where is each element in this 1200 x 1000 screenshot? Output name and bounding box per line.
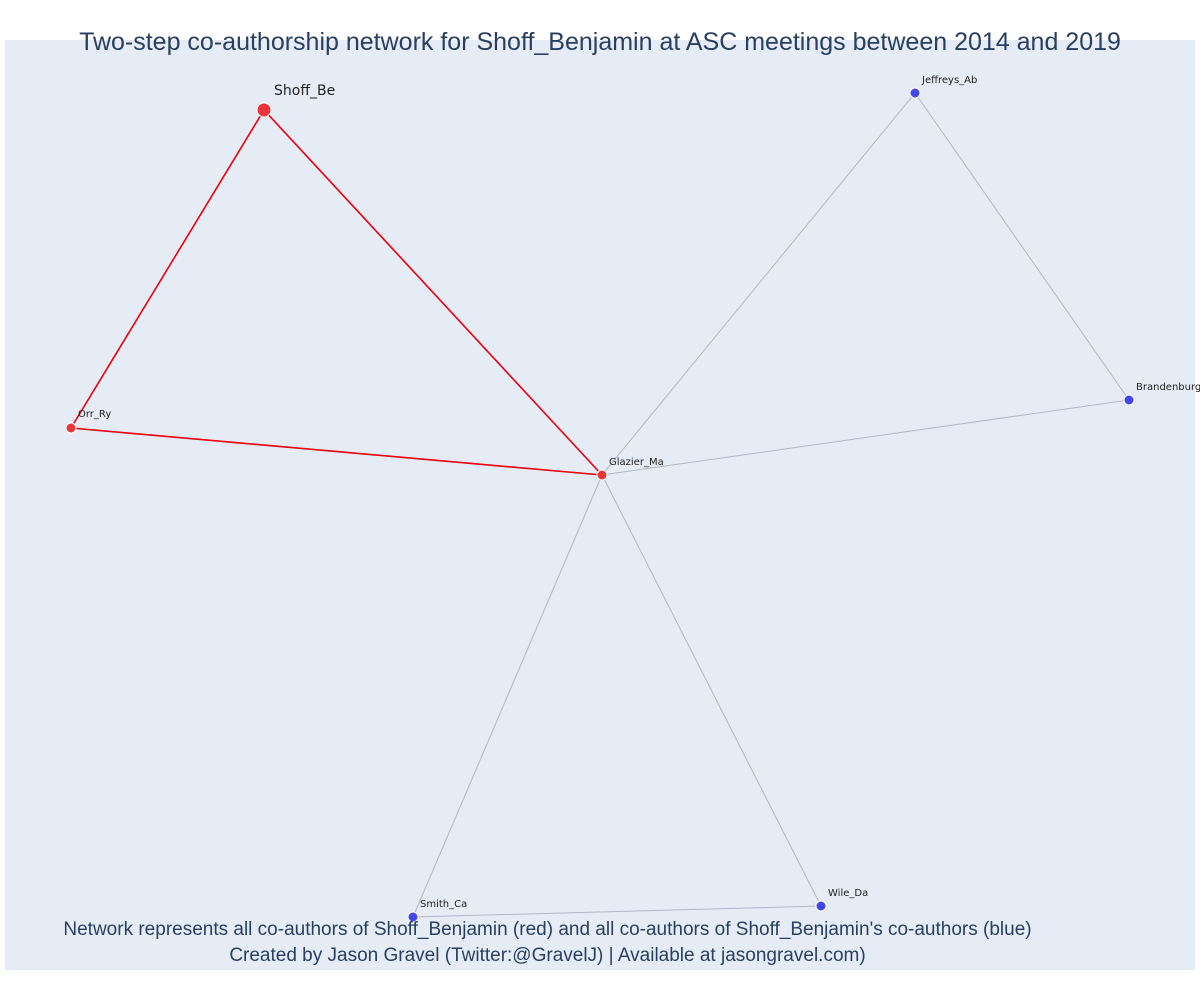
node-label-Orr_Ry: Orr_Ry (78, 409, 111, 420)
edge-Jeffreys_Ab-Brandenburg (914, 92, 1130, 401)
caption-line-1: Network represents all co-authors of Sho… (63, 919, 1032, 940)
edges-layer (70, 92, 1130, 918)
node-label-Wile_Da: Wile_Da (828, 888, 868, 899)
node-label-Shoff_Be: Shoff_Be (274, 83, 335, 99)
chart-title: Two-step co-authorship network for Shoff… (79, 28, 1121, 56)
edge-Glazier_Ma-Jeffreys_Ab (601, 92, 916, 476)
plot-area (5, 40, 1195, 970)
node-Smith_Ca[interactable] (407, 911, 419, 923)
edge-Orr_Ry-Glazier_Ma (70, 427, 603, 476)
node-Shoff_Be[interactable] (256, 102, 272, 118)
edge-Glazier_Ma-Wile_Da (601, 474, 822, 907)
node-Glazier_Ma[interactable] (596, 469, 608, 481)
node-Orr_Ry[interactable] (65, 422, 77, 434)
node-Jeffreys_Ab[interactable] (909, 87, 921, 99)
node-label-Brandenburg: Brandenburg (1136, 382, 1200, 393)
node-label-Glazier_Ma: Glazier_Ma (609, 457, 664, 468)
nodes-layer (65, 87, 1135, 923)
edge-Shoff_Be-Glazier_Ma (263, 109, 603, 476)
edge-Smith_Ca-Wile_Da (412, 905, 822, 918)
node-label-Jeffreys_Ab: Jeffreys_Ab (921, 75, 977, 86)
caption-line-2: Created by Jason Gravel (Twitter:@Gravel… (229, 945, 866, 966)
edge-Shoff_Be-Orr_Ry (70, 109, 265, 429)
node-label-Smith_Ca: Smith_Ca (420, 899, 467, 910)
node-Brandenburg[interactable] (1123, 394, 1135, 406)
labels-layer: Shoff_Be Orr_Ry Glazier_Ma Jeffreys_Ab Brand… (78, 75, 1200, 910)
edge-Glazier_Ma-Brandenburg (601, 399, 1130, 476)
edge-Glazier_Ma-Smith_Ca (412, 474, 603, 918)
node-Wile_Da[interactable] (815, 900, 827, 912)
